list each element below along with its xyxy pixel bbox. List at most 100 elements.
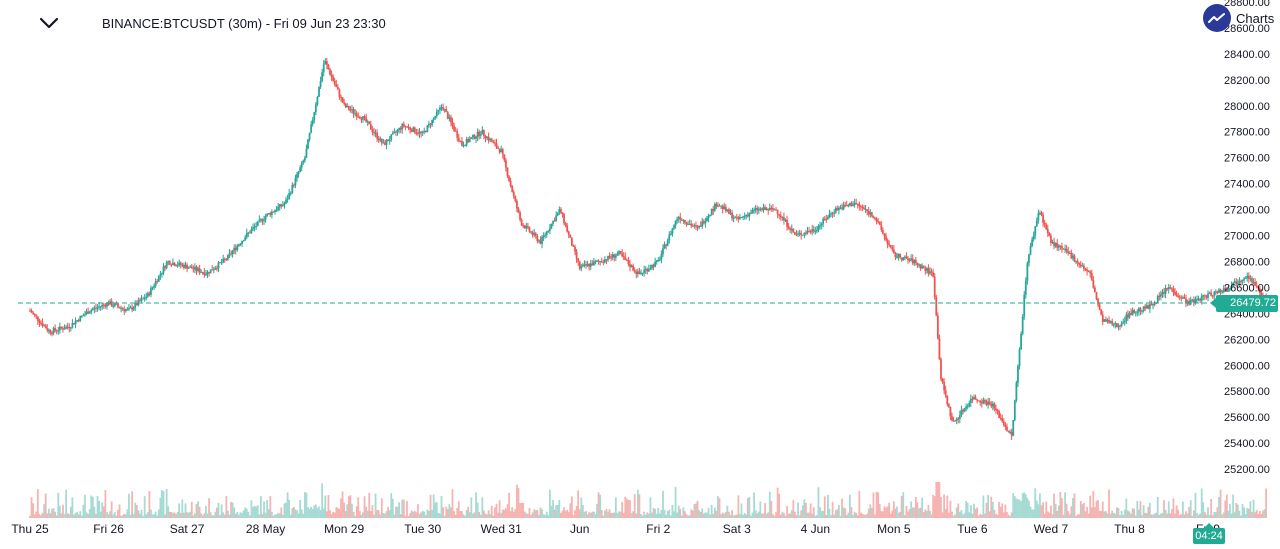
candle-body [321, 72, 324, 82]
volume-bar [448, 504, 451, 518]
volume-bar [51, 509, 53, 518]
candle-body [32, 312, 35, 314]
volume-bar [30, 497, 33, 518]
candle-body [764, 207, 766, 210]
volume-bar [1043, 513, 1046, 518]
candle-body [1101, 314, 1104, 322]
candle-body [1185, 298, 1187, 304]
candle-body [847, 205, 850, 207]
candle-body [253, 226, 256, 228]
volume-bar [713, 507, 716, 518]
volume-bar [991, 501, 994, 518]
candle-body [1192, 299, 1195, 303]
volume-bar [748, 496, 751, 518]
volume-bar [837, 504, 840, 518]
volume-bar [492, 515, 495, 518]
volume-bar [940, 496, 942, 518]
candle-body [833, 212, 836, 214]
candle-body [885, 236, 887, 240]
volume-bar [112, 514, 115, 518]
candle-body [539, 240, 542, 244]
candle-body [1004, 425, 1007, 427]
volume-bar [1083, 502, 1085, 518]
candle-body [38, 320, 41, 323]
volume-bar [76, 512, 79, 518]
candle-body [745, 214, 748, 217]
volume-bar [874, 514, 876, 518]
candle-body [801, 234, 804, 236]
candle-body [856, 203, 859, 205]
volume-bar [181, 499, 184, 518]
candle-body [836, 208, 839, 211]
volume-bar [1103, 511, 1106, 518]
volume-bar [148, 491, 151, 518]
candle-body [625, 259, 628, 261]
volume-bar [913, 507, 916, 518]
candle-body [635, 271, 638, 275]
volume-bar [687, 515, 690, 518]
volume-bar [175, 513, 177, 518]
time-tick-label: Tue 30 [404, 522, 441, 536]
volume-bar [1148, 502, 1151, 518]
candle-body [1037, 213, 1040, 221]
volume-bar [527, 513, 529, 518]
candle-body [1172, 289, 1175, 293]
volume-bar [1208, 514, 1211, 518]
candle-body [1087, 271, 1090, 273]
time-tick-label: Mon 5 [877, 522, 911, 536]
candle-body [162, 266, 165, 273]
volume-bar [548, 489, 551, 518]
candle-body [1199, 298, 1202, 301]
volume-bar [1199, 513, 1202, 518]
collapse-chevron-icon[interactable] [36, 10, 62, 36]
volume-bar [1247, 508, 1250, 518]
candle-body [1029, 246, 1032, 255]
candle-body [291, 184, 294, 193]
volume-bar [848, 494, 851, 518]
candle-body [913, 260, 916, 264]
volume-bar [772, 514, 774, 518]
price-axis[interactable]: 28800.0028600.0028400.0028200.0028000.00… [1224, 0, 1270, 476]
candle-body [814, 231, 817, 233]
candle-body [880, 224, 883, 230]
volume-bar [1170, 509, 1173, 518]
candle-body [439, 107, 441, 110]
volume-bar [651, 512, 653, 518]
volume-bar [1153, 513, 1156, 518]
volume-bar [644, 514, 647, 518]
candle-body [74, 321, 77, 325]
candle-body [805, 232, 807, 234]
volume-bar [817, 487, 820, 518]
candle-body [1032, 235, 1035, 240]
volume-bar [308, 508, 311, 518]
volume-bar [49, 513, 52, 518]
volume-bar [555, 505, 558, 518]
volume-bar [888, 502, 891, 518]
candle-body [442, 107, 444, 110]
volume-bar [321, 483, 324, 518]
volume-bar [693, 504, 696, 518]
candle-body [44, 325, 47, 329]
brand-logo[interactable]: Charts [1203, 4, 1280, 32]
volume-bar [487, 510, 490, 518]
candle-body [1043, 222, 1046, 225]
candle-body [891, 247, 894, 250]
candle-body [1116, 323, 1118, 328]
candle-body [1084, 269, 1087, 271]
candle-body [691, 225, 694, 227]
price-tick-label: 27000.00 [1224, 231, 1270, 243]
volume-bar [280, 507, 283, 518]
volume-bar [1007, 514, 1010, 518]
volume-bar [699, 511, 702, 518]
volume-bar [712, 513, 715, 518]
volume-bar [577, 490, 580, 518]
time-axis[interactable]: Thu 25 Fri 26 Sat 27 28 May Mon 29 Tue 30 Wed … [11, 522, 1220, 536]
candle-body [1202, 295, 1205, 297]
volume-bar [855, 513, 858, 518]
volume-bar [845, 514, 848, 518]
volume-bar [523, 511, 526, 518]
volume-bar [1051, 514, 1054, 518]
candle-body [150, 288, 152, 295]
candle-body [278, 204, 281, 207]
